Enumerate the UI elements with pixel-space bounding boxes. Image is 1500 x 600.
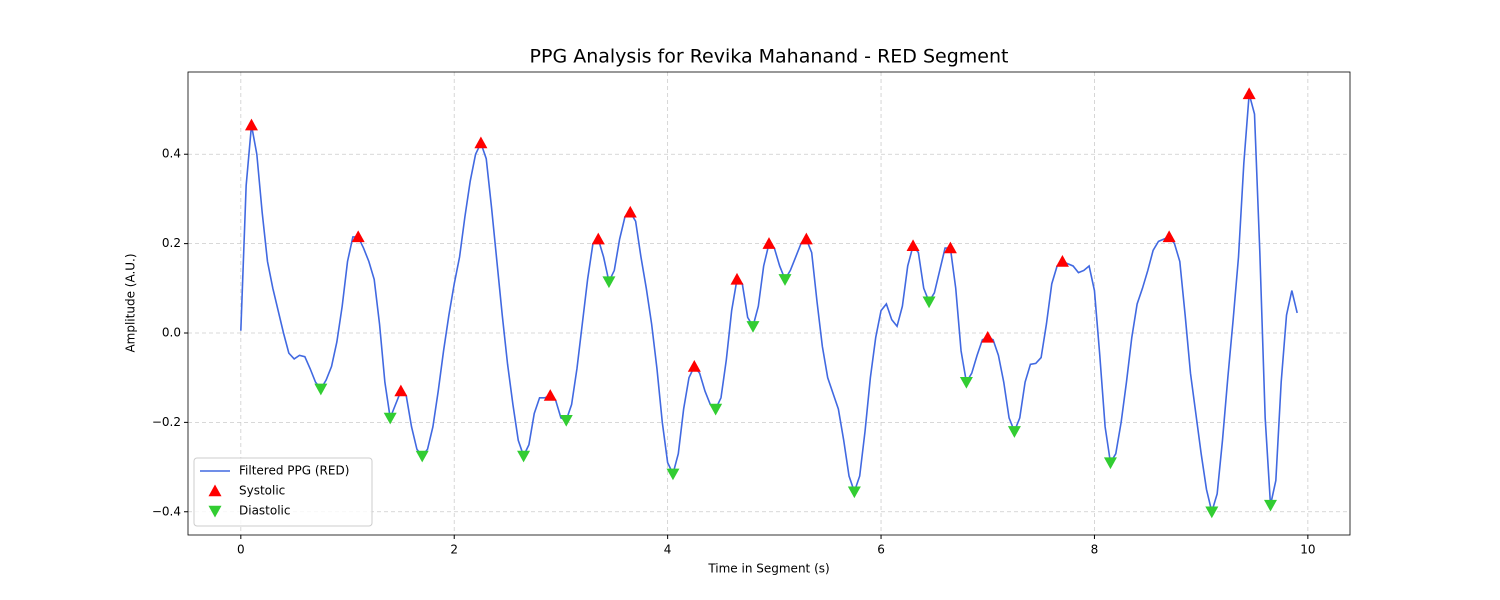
y-tick-label: 0.0 [162,325,181,339]
systolic-marker [474,136,488,149]
diastolic-marker [517,450,531,463]
x-axis-label: Time in Segment (s) [707,562,829,576]
diastolic-marker [666,468,680,481]
diastolic-marker [415,450,429,463]
x-tick-label: 10 [1300,543,1315,557]
plot-frame [187,71,1351,536]
legend-label: Systolic [239,484,285,498]
systolic-marker [799,232,813,245]
x-tick-label: 0 [237,543,245,557]
legend-box [193,457,373,527]
systolic-marker [351,230,365,243]
systolic-marker [730,272,744,285]
y-tick-label: −0.2 [152,415,181,429]
diastolic-marker [847,486,861,499]
systolic-marker [1162,230,1176,243]
systolic-marker [623,205,637,218]
chart-title: PPG Analysis for Revika Mahanand - RED S… [530,46,1009,68]
systolic-marker [762,237,776,249]
x-tick-label: 2 [450,543,458,557]
systolic-marker [943,241,957,254]
ppg-line [240,93,1298,515]
legend-label: Filtered PPG (RED) [239,464,349,478]
x-tick-label: 6 [877,543,885,557]
systolic-marker [687,360,701,372]
diastolic-marker [1103,457,1117,470]
diastolic-marker [1205,506,1219,519]
legend-marker [208,484,222,497]
y-tick-label: −0.4 [152,504,181,518]
diastolic-marker [559,414,573,427]
systolic-marker [1055,254,1069,267]
y-tick-label: 0.4 [162,147,181,161]
systolic-marker [981,330,995,343]
y-axis-label: Amplitude (A.U.) [124,253,138,352]
diastolic-marker [1264,499,1278,512]
diastolic-marker [778,274,792,286]
diastolic-marker [1007,426,1021,438]
systolic-marker [543,389,557,401]
x-tick-label: 4 [664,543,672,557]
legend-marker [208,505,222,518]
diastolic-marker [959,376,973,389]
diastolic-marker [314,383,328,396]
diastolic-marker [383,412,397,425]
systolic-marker [394,384,408,397]
diastolic-marker [709,403,723,416]
x-tick-label: 8 [1091,543,1099,557]
systolic-marker [244,118,258,131]
systolic-marker [591,232,605,245]
y-tick-label: 0.2 [162,236,181,250]
systolic-marker [906,239,920,252]
diastolic-marker [746,321,760,333]
diastolic-marker [922,296,936,309]
systolic-marker [1242,87,1256,100]
legend-label: Diastolic [239,504,291,518]
diastolic-marker [602,276,616,289]
